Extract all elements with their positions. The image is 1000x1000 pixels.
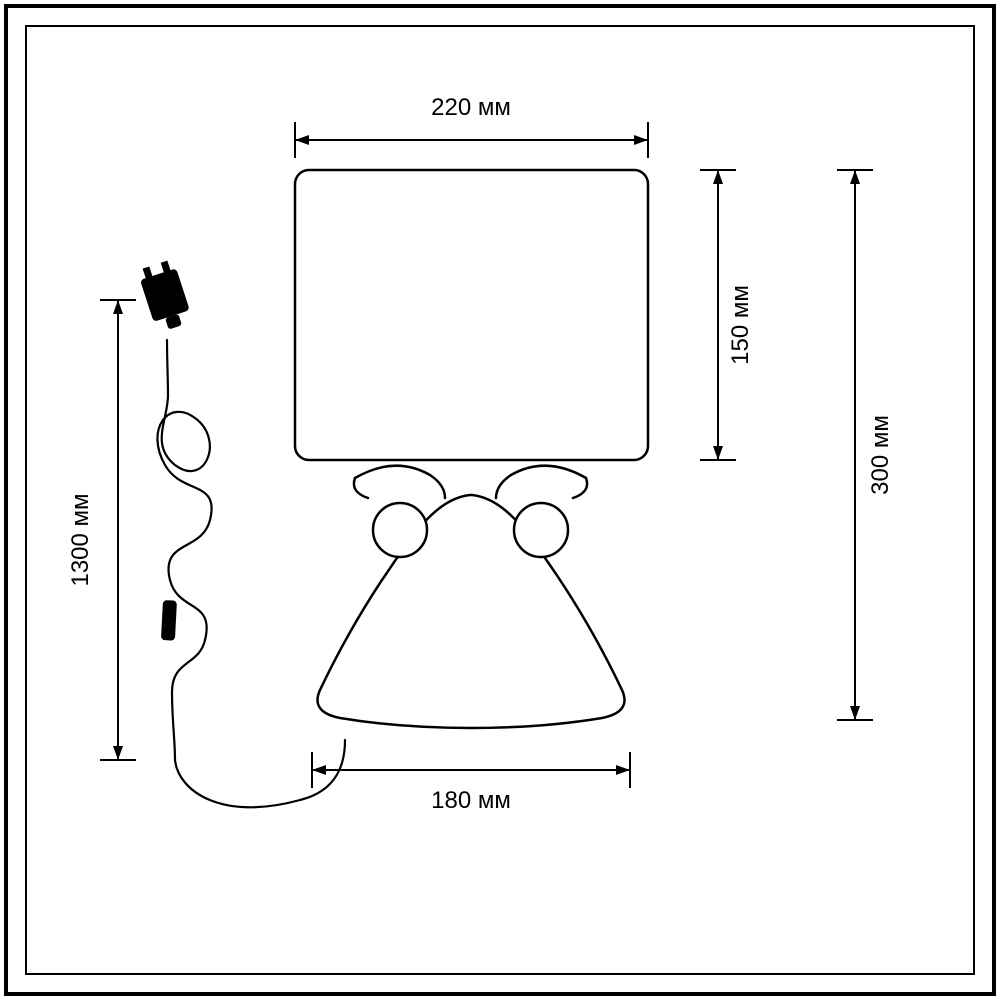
- dim-base-width-label: 180 мм: [431, 787, 511, 814]
- lamp-base-body: [318, 495, 625, 728]
- cord-switch: [161, 600, 177, 641]
- lamp-drawing: [295, 170, 648, 728]
- dim-shade-height: 150 мм: [700, 170, 754, 460]
- dim-shade-width: 220 мм: [295, 94, 648, 158]
- diagram-svg: 220 мм 180 мм 150 мм 300 мм 1300 мм: [0, 0, 1000, 1000]
- lamp-collar-left-tip: [354, 478, 368, 498]
- lamp-shade: [295, 170, 648, 460]
- dim-total-height-label: 300 мм: [867, 415, 894, 495]
- power-cord: [157, 340, 211, 760]
- lamp-collar-right-tip: [573, 478, 587, 498]
- dim-shade-width-label: 220 мм: [431, 94, 511, 121]
- power-plug: [137, 259, 194, 334]
- dim-base-width: 180 мм: [312, 752, 630, 814]
- dim-cord-length: 1300 мм: [67, 300, 136, 760]
- dim-cord-length-label: 1300 мм: [67, 493, 94, 586]
- lamp-collar-left: [355, 466, 445, 498]
- diagram-root: 220 мм 180 мм 150 мм 300 мм 1300 мм: [0, 0, 1000, 1000]
- dim-total-height: 300 мм: [837, 170, 894, 720]
- power-cord-tail: [175, 740, 345, 807]
- lamp-hand-left: [373, 503, 427, 557]
- dim-shade-height-label: 150 мм: [727, 285, 754, 365]
- lamp-hand-right: [514, 503, 568, 557]
- frame-outer-rect: [6, 6, 994, 994]
- lamp-collar-right: [496, 466, 586, 498]
- frame-inner-rect: [26, 26, 974, 974]
